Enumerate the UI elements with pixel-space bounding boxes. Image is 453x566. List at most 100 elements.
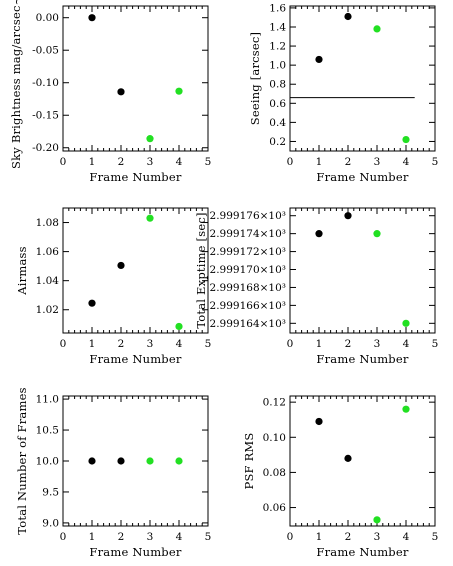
data-point-frame-1 <box>88 14 96 22</box>
x-tick-label: 3 <box>147 531 154 543</box>
y-tick-label: 1.2 <box>269 41 286 53</box>
x-axis-label: Frame Number <box>316 352 408 366</box>
y-tick-label: 0.00 <box>36 12 59 24</box>
panel-1: 0 1 2 3 4 5 -0.20 -0.15 -0.10 -0.05 0.00 Frame Numb… <box>9 0 211 184</box>
plot-frame <box>62 207 209 334</box>
y-tick-label: -0.15 <box>32 110 59 122</box>
x-tick-label: 5 <box>205 156 212 168</box>
data-point-frame-2 <box>344 12 352 21</box>
x-tick-label: 4 <box>176 531 183 543</box>
x-tick-label: 0 <box>60 531 67 543</box>
x-tick-label: 2 <box>345 338 352 350</box>
data-point-frame-4 <box>402 135 410 144</box>
data-point-frame-1 <box>315 417 323 426</box>
x-tick-label: 3 <box>374 156 381 168</box>
x-tick-label: 0 <box>60 338 67 350</box>
panel-5: 0 1 2 3 4 5 9.0 9.5 10.0 10.5 11.0 Frame Number Tota… <box>15 387 211 559</box>
data-point-frame-3 <box>146 135 154 143</box>
x-tick-label: 2 <box>118 156 125 168</box>
y-tick-label: 1.0 <box>269 60 286 72</box>
y-tick-label: 0.6 <box>269 98 286 110</box>
y-tick-label: 2.999176×10³ <box>210 210 286 222</box>
data-point-frame-3 <box>373 516 381 524</box>
x-tick-label: 0 <box>287 156 294 168</box>
y-tick-label: 1.06 <box>36 246 60 258</box>
x-tick-label: 2 <box>345 531 352 543</box>
y-axis-label: Sky Brightness mag/arcsec~2 <box>9 0 23 169</box>
y-tick-label: 1.6 <box>269 2 286 14</box>
plot-frame <box>289 395 436 527</box>
x-tick-label: 3 <box>374 338 381 350</box>
y-axis-label: Airmass <box>15 246 29 295</box>
x-tick-label: 1 <box>316 531 323 543</box>
x-tick-label: 5 <box>432 531 439 543</box>
panel-6: 0 1 2 3 4 5 0.06 0.08 0.10 0.12 Frame Number PSF RM… <box>242 395 439 559</box>
y-tick-label: 2.999166×10³ <box>210 300 286 312</box>
y-tick-label: 0.06 <box>263 502 287 514</box>
plot-frame <box>62 395 209 527</box>
x-tick-label: 5 <box>205 338 212 350</box>
y-axis-label: Total Exptime [sec] <box>194 212 208 328</box>
panel-4: 0 1 2 3 4 5 2.999164×10³ 2.999166×10³ 2.999168×1… <box>194 207 439 366</box>
x-tick-label: 1 <box>89 531 96 543</box>
x-axis-label: Frame Number <box>89 545 181 559</box>
data-point-frame-3 <box>146 457 154 465</box>
y-tick-label: 10.0 <box>36 456 59 468</box>
x-tick-label: 0 <box>287 338 294 350</box>
y-tick-label: 0.10 <box>263 432 286 444</box>
data-point-frame-1 <box>315 230 323 238</box>
x-axis-label: Frame Number <box>316 545 408 559</box>
plot-frame <box>62 5 209 152</box>
data-point-frame-2 <box>117 457 125 465</box>
y-tick-label: 1.4 <box>269 21 286 33</box>
x-tick-label: 2 <box>118 531 125 543</box>
y-axis-label: PSF RMS <box>242 433 256 490</box>
data-point-frame-2 <box>117 88 125 96</box>
x-tick-label: 1 <box>89 156 96 168</box>
x-tick-label: 3 <box>374 531 381 543</box>
data-point-frame-4 <box>402 319 410 327</box>
x-tick-label: 5 <box>205 531 212 543</box>
y-tick-label: -0.05 <box>32 45 59 57</box>
plot-frame <box>289 207 436 334</box>
x-axis-label: Frame Number <box>316 170 408 184</box>
y-tick-label: 0.8 <box>269 79 286 91</box>
y-tick-label: 2.999170×10³ <box>210 264 286 276</box>
data-point-frame-4 <box>175 457 183 465</box>
y-tick-label: 9.5 <box>42 486 59 498</box>
data-point-frame-4 <box>402 405 410 413</box>
data-point-frame-1 <box>88 299 96 307</box>
x-tick-label: 4 <box>403 338 410 350</box>
x-axis-label: Frame Number <box>89 352 181 366</box>
x-tick-label: 3 <box>147 338 154 350</box>
data-point-frame-4 <box>175 87 183 95</box>
y-tick-label: 2.999168×10³ <box>210 282 286 294</box>
data-point-frame-1 <box>88 457 96 465</box>
panel-2: 0 1 2 3 4 5 0.2 0.4 0.6 0.8 1.0 1.2 1.4 1.6 Frame Numb… <box>248 2 438 184</box>
y-tick-label: -0.20 <box>32 142 59 154</box>
y-tick-label: 10.5 <box>36 425 59 437</box>
x-tick-label: 5 <box>432 338 439 350</box>
y-tick-label: -0.10 <box>32 77 59 89</box>
y-tick-label: 0.4 <box>269 117 286 129</box>
x-tick-label: 5 <box>432 156 439 168</box>
y-axis-label: Seeing [arcsec] <box>248 32 262 126</box>
x-axis-label: Frame Number <box>89 170 181 184</box>
x-tick-label: 2 <box>345 156 352 168</box>
data-point-frame-3 <box>373 25 381 33</box>
y-tick-label: 11.0 <box>36 394 59 406</box>
data-point-frame-1 <box>315 55 323 64</box>
data-point-frame-2 <box>344 212 352 220</box>
y-tick-label: 0.12 <box>263 397 286 409</box>
x-tick-label: 4 <box>176 156 183 168</box>
y-tick-label: 1.04 <box>36 275 60 287</box>
x-tick-label: 4 <box>403 531 410 543</box>
x-tick-label: 4 <box>176 338 183 350</box>
data-point-frame-3 <box>146 214 154 222</box>
x-tick-label: 1 <box>316 338 323 350</box>
plot-frame <box>289 5 436 152</box>
y-axis-label: Total Number of Frames <box>15 387 29 534</box>
y-tick-label: 9.0 <box>42 517 59 529</box>
y-tick-label: 2.999172×10³ <box>210 246 286 258</box>
